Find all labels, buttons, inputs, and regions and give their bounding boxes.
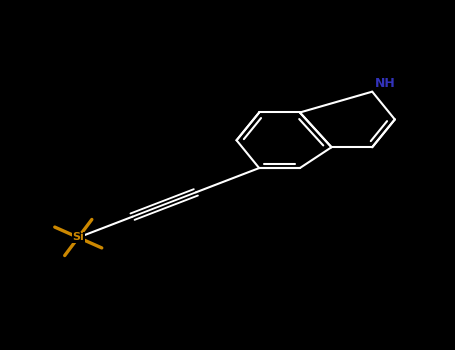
Text: Si: Si [72, 232, 84, 243]
Text: NH: NH [374, 77, 395, 90]
